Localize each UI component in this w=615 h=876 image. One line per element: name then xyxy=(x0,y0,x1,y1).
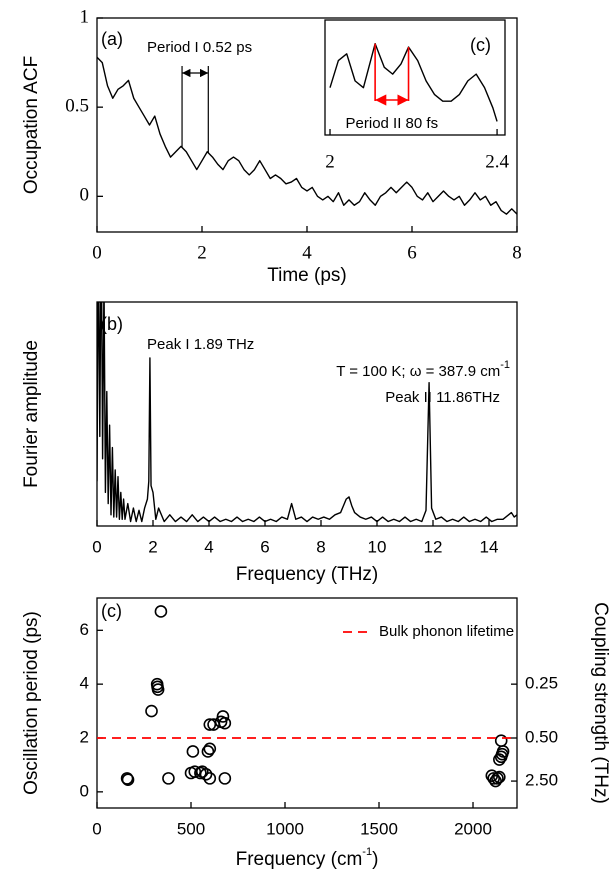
x-tick-label: 1000 xyxy=(266,819,304,838)
x-tick-label: 0 xyxy=(92,242,102,263)
y-tick-label: 2 xyxy=(80,727,89,746)
y-axis-label: Fourier amplitude xyxy=(21,340,42,488)
x-tick-label: 4 xyxy=(302,242,312,263)
x-tick-label: 14 xyxy=(480,537,499,556)
x-axis-label: Time (ps) xyxy=(267,265,347,286)
data-point xyxy=(188,765,202,778)
data-point xyxy=(218,716,232,730)
x-tick-label: 6 xyxy=(407,242,417,263)
data-point xyxy=(162,772,175,785)
y-tick-label: 0 xyxy=(80,185,90,206)
x-tick-label: 500 xyxy=(177,819,205,838)
data-point xyxy=(494,734,508,747)
data-line xyxy=(329,42,498,122)
annotation-sup: -1 xyxy=(500,359,510,371)
x-tick-label: 2 xyxy=(197,242,207,263)
inset-label: (c) xyxy=(470,35,491,55)
data-point xyxy=(201,745,215,758)
data-point xyxy=(195,765,209,778)
y2-axis-label: Coupling strength (THz) xyxy=(590,602,611,804)
y-axis-label: Occupation ACF xyxy=(21,56,42,194)
data-line xyxy=(97,56,517,215)
annotation: Period I 0.52 ps xyxy=(147,39,252,56)
x-label-tail: ) xyxy=(372,849,378,870)
data-point xyxy=(151,683,165,696)
x-label-text: Frequency (cm xyxy=(236,849,363,870)
x-tick-label: 2 xyxy=(148,537,157,556)
x-axis-label: Frequency (cm-1) xyxy=(236,846,379,870)
annotation-text: T = 100 K; ω = 387.9 cm xyxy=(336,363,500,380)
x-tick-label: 6 xyxy=(260,537,269,556)
y-tick-label: 6 xyxy=(80,620,89,639)
data-point xyxy=(216,710,230,723)
annotation: T = 100 K; ω = 387.9 cm-1 xyxy=(336,359,510,380)
data-point xyxy=(218,772,232,785)
x-tick-label: 8 xyxy=(316,537,325,556)
x-tick-label: 2.4 xyxy=(485,151,509,172)
y-axis-label: Oscillation period (ps) xyxy=(21,611,42,795)
panel-label: (c) xyxy=(101,601,122,621)
data-point xyxy=(203,718,217,731)
data-point xyxy=(493,770,506,784)
y-tick-label: 4 xyxy=(80,674,89,693)
data-point xyxy=(154,605,168,618)
x-tick-label: 12 xyxy=(424,537,443,556)
x-tick-label: 10 xyxy=(368,537,387,556)
data-point xyxy=(491,772,504,785)
data-point xyxy=(186,745,200,758)
data-point xyxy=(487,772,500,785)
data-point xyxy=(203,742,217,756)
data-line xyxy=(97,302,517,523)
data-point xyxy=(194,766,207,780)
x-tick-label: 2 xyxy=(325,151,335,172)
x-tick-label: 1500 xyxy=(360,819,398,838)
x-tick-label: 4 xyxy=(204,537,213,556)
plot-frame xyxy=(96,597,518,809)
x-label-sup: -1 xyxy=(362,846,372,858)
data-point xyxy=(121,773,135,787)
y2-tick-label: 0.25 xyxy=(525,674,558,693)
x-tick-label: 2000 xyxy=(454,819,492,838)
plot-frame xyxy=(324,19,506,136)
annotation: Peak I 1.89 THz xyxy=(147,336,254,353)
data-point xyxy=(199,768,213,781)
data-point xyxy=(493,753,506,766)
y2-tick-label: 0.50 xyxy=(525,727,558,746)
x-tick-label: 0 xyxy=(92,819,101,838)
panel-label: (b) xyxy=(101,314,123,334)
y2-tick-label: 2.50 xyxy=(525,771,558,790)
y-tick-label: 0 xyxy=(80,781,89,800)
data-point xyxy=(489,774,502,788)
y-tick-label: 1 xyxy=(80,6,90,27)
annotation: Peak II 11.86THz xyxy=(385,389,500,406)
data-point xyxy=(145,704,158,718)
panel-label: (a) xyxy=(101,29,123,49)
legend-label: Bulk phonon lifetime xyxy=(379,623,514,640)
x-tick-label: 8 xyxy=(512,242,522,263)
x-tick-label: 0 xyxy=(92,537,101,556)
annotation: Period II 80 fs xyxy=(346,115,439,132)
x-axis-label: Frequency (THz) xyxy=(236,564,379,585)
data-point xyxy=(203,772,217,785)
y-tick-label: 0.5 xyxy=(65,96,89,117)
